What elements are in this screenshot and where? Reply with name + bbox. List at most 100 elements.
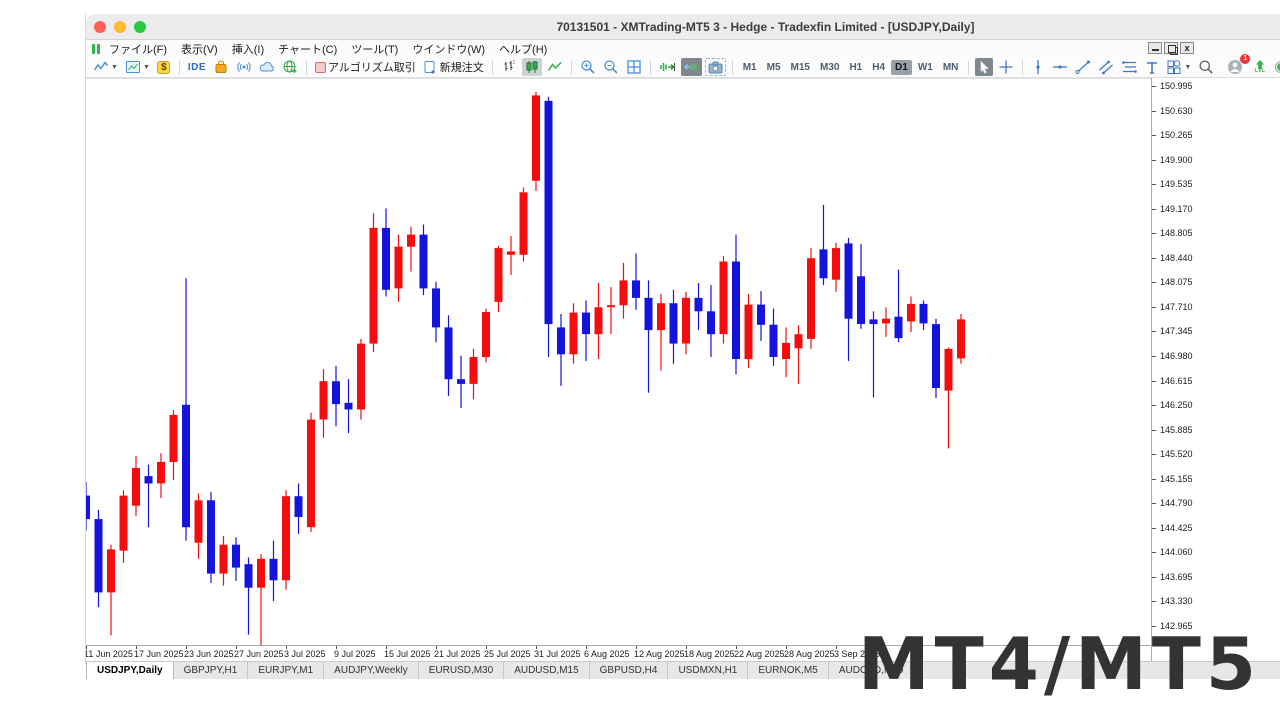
chart-tab-audjpy-weekly[interactable]: AUDJPY,Weekly [324, 662, 419, 679]
vertical-line-button[interactable] [1029, 58, 1047, 76]
new-order-button[interactable]: 新規注文 [421, 58, 486, 76]
menu-window[interactable]: ウインドウ(W) [412, 43, 486, 56]
bars-chart-type-button[interactable]: 1 [499, 58, 519, 76]
timeframe-m1-button[interactable]: M1 [742, 61, 757, 73]
candle-body-8-aug-2025 [607, 305, 615, 308]
tile-windows-button[interactable] [624, 58, 644, 76]
shapes-button[interactable]: ▼ [1164, 58, 1193, 76]
signals-button[interactable] [234, 58, 254, 76]
date-label: 31 Jul 2025 [534, 649, 581, 659]
price-tick [1152, 479, 1156, 480]
date-axis[interactable]: 11 Jun 2025 17 Jun 2025 23 Jun 2025 27 Jun … [86, 645, 1151, 661]
price-label: 143.330 [1160, 596, 1193, 606]
candle-body-20-aug-2025 [707, 311, 715, 335]
cloud-button[interactable] [257, 58, 277, 76]
timeframe-m15-button[interactable]: M15 [790, 61, 810, 73]
market-button[interactable] [211, 58, 231, 76]
chart-tab-bar: USDJPY,Daily GBPJPY,H1 EURJPY,M1 AUDJPY,Wee… [86, 661, 1280, 679]
community-button[interactable]: 1 [1225, 54, 1251, 76]
chart-tab-audcad-m30[interactable]: AUDCAD,M30 [829, 662, 915, 679]
timeframe-d1-button[interactable]: D1 [891, 59, 912, 75]
price-tick [1152, 233, 1156, 234]
trendline-button[interactable] [1073, 58, 1093, 76]
menu-tools[interactable]: ツール(T) [351, 43, 399, 56]
fibonacci-icon [1122, 61, 1138, 73]
crosshair-button[interactable] [996, 58, 1016, 76]
zoom-window-button[interactable] [134, 21, 146, 33]
timeframe-mn-button[interactable]: MN [942, 61, 959, 73]
metaeditor-ide-button[interactable]: IDE [186, 58, 208, 76]
timeframe-h1-button[interactable]: H1 [849, 61, 863, 73]
new-chart-button[interactable]: ▼ [91, 58, 120, 76]
candle-body-2-sep-2025 [819, 249, 828, 279]
traffic-lights [94, 21, 146, 33]
horizontal-line-button[interactable] [1050, 58, 1070, 76]
chart-tab-eurnok-m5[interactable]: EURNOK,M5 [748, 662, 829, 679]
shift-chart-end-button[interactable] [657, 58, 678, 76]
price-label: 149.170 [1160, 204, 1193, 214]
candle-body-21-jul-2025 [432, 288, 440, 328]
line-chart-type-button[interactable] [545, 58, 565, 76]
timeframe-h4-button[interactable]: H4 [872, 61, 886, 73]
menu-help[interactable]: ヘルプ(H) [499, 43, 548, 56]
candles-chart-type-button[interactable] [521, 58, 542, 76]
chart-tab-audusd-m15[interactable]: AUDUSD,M15 [504, 662, 590, 679]
signal-waves-icon [237, 62, 251, 72]
price-axis[interactable]: 150.995 150.630 150.265 149.900 149.535 149.1… [1151, 78, 1280, 661]
vps-button[interactable] [280, 58, 300, 76]
close-window-button[interactable] [94, 21, 106, 33]
toolbar-separator [491, 59, 493, 75]
date-label: 11 Jun 2025 [86, 649, 133, 659]
chart-plot-area[interactable] [86, 78, 1151, 646]
candle-body-2-jul-2025 [269, 558, 278, 581]
candle-body-5-sep-2025 [857, 276, 865, 324]
fibonacci-button[interactable] [1119, 58, 1140, 76]
chart-minimize-button[interactable] [1148, 42, 1162, 54]
candle-body-17-jul-2025 [407, 234, 415, 247]
chart-tab-gbpjpy-h1[interactable]: GBPJPY,H1 [174, 662, 249, 679]
zoom-out-button[interactable] [601, 58, 621, 76]
chart-tab-eurjpy-m1[interactable]: EURJPY,M1 [248, 662, 325, 679]
connection-battery-icon[interactable] [1275, 61, 1280, 73]
levels-indicator[interactable]: LVL [1254, 60, 1266, 74]
menu-chart[interactable]: チャート(C) [278, 43, 338, 56]
price-label: 149.535 [1160, 179, 1193, 189]
chart-restore-button[interactable] [1164, 42, 1178, 55]
channel-button[interactable] [1096, 58, 1116, 76]
algo-trading-button[interactable]: アルゴリズム取引 [313, 58, 418, 76]
chevron-down-icon: ▼ [1184, 63, 1192, 71]
text-tool-button[interactable] [1143, 58, 1161, 76]
price-label: 142.965 [1160, 621, 1193, 631]
toolbar-separator [968, 59, 970, 75]
screenshot-button[interactable] [704, 58, 726, 76]
price-tick [1152, 331, 1156, 332]
minimize-window-button[interactable] [114, 21, 126, 33]
menu-insert[interactable]: 挿入(I) [231, 43, 265, 56]
zoom-in-button[interactable] [578, 58, 598, 76]
timeframe-m30-button[interactable]: M30 [819, 61, 840, 73]
candle-body-21-aug-2025 [719, 261, 728, 335]
search-button[interactable] [1196, 58, 1216, 76]
menu-view[interactable]: 表示(V) [181, 43, 218, 56]
chart-tab-usdmxn-h1[interactable]: USDMXN,H1 [668, 662, 749, 679]
timeframe-w1-button[interactable]: W1 [917, 61, 933, 73]
date-tick [336, 646, 337, 649]
candle-body-26-jun-2025 [219, 544, 228, 574]
candle-body-13-jun-2025 [107, 549, 115, 593]
auto-scroll-button[interactable] [680, 58, 702, 76]
candle-body-7-aug-2025 [594, 307, 603, 335]
price-tick [1152, 577, 1156, 578]
candle-body-5-aug-2025 [569, 312, 578, 355]
candle-body-25-aug-2025 [744, 304, 753, 360]
chart-close-button[interactable]: x [1180, 42, 1194, 54]
cursor-button[interactable] [975, 58, 994, 76]
market-watch-button[interactable]: $ [155, 58, 173, 76]
chart-tab-usdjpy-daily[interactable]: USDJPY,Daily [86, 662, 174, 679]
chart-profiles-button[interactable]: ▼ [123, 58, 152, 76]
price-tick [1152, 307, 1156, 308]
timeframe-m5-button[interactable]: M5 [766, 61, 781, 73]
price-label: 147.345 [1160, 326, 1193, 336]
chart-tab-eurusd-m30[interactable]: EURUSD,M30 [419, 662, 505, 679]
chart-tab-gbpusd-h4[interactable]: GBPUSD,H4 [590, 662, 669, 679]
menu-file[interactable]: ファイル(F) [109, 43, 168, 56]
